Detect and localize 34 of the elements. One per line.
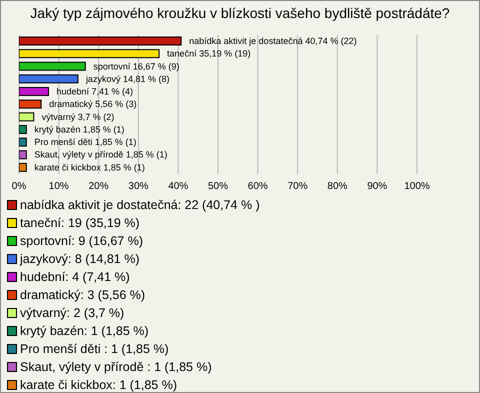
data-label: Pro menší děti 1,85 % (1) [34,137,136,148]
legend-label: taneční: 19 (35,19 %) [20,215,140,232]
legend-label: dramatický: 3 (5,56 %) [20,287,146,304]
legend-label: jazykový: 8 (14,81 %) [20,251,140,268]
data-label: sportovní 16,67 % (9) [93,61,180,72]
data-label: dramatický 5,56 % (3) [49,99,137,110]
x-tick-label: 10% [48,181,69,192]
x-tick-label: 100% [404,181,430,192]
x-tick-label: 80% [327,181,348,192]
x-tick-label: 90% [367,181,388,192]
data-label: karate či kickbox 1,85 % (1) [34,162,145,172]
x-tick-label: 40% [168,181,188,192]
data-label: nabídka aktivit je dostatečná 40,74 % (22) [189,36,357,46]
x-tick-label: 30% [128,181,149,192]
data-label: hudební 7,41 % (4) [56,86,134,97]
x-tick-label: 0% [12,181,26,192]
data-label: taneční 35,19 % (19) [167,48,251,59]
x-tick-label: 20% [88,181,109,192]
legend-label: Skaut, výlety v přírodě : 1 (1,85 %) [20,359,212,376]
data-label: krytý bazén 1,85 % (1) [34,124,124,134]
x-tick-label: 50% [208,181,228,192]
legend-label: karate či kickbox: 1 (1,85 %) [20,377,178,393]
data-label: výtvarný 3,7 % (2) [42,112,114,122]
legend-label: výtvarný: 2 (3,7 %) [20,305,124,322]
legend-label: nabídka aktivit je dostatečná: 22 (40,74 % ) [20,197,260,214]
chart-title: Jaký typ zájmového kroužku v blízkosti vašeho bydliště postrádáte? [29,5,451,21]
x-tick-label: 60% [248,181,268,192]
data-label: jazykový 14,81 % (8) [84,74,170,84]
legend-label: sportovní: 9 (16,67 %) [20,233,143,250]
data-label: Skaut, výlety v přírodě 1,85 % (1) [34,150,168,160]
legend-label: Pro menší děti : 1 (1,85 %) [20,341,169,358]
legend-label: krytý bazén: 1 (1,85 %) [20,323,149,340]
x-tick-label: 70% [288,181,308,192]
legend-label: hudební: 4 (7,41 %) [20,269,130,286]
